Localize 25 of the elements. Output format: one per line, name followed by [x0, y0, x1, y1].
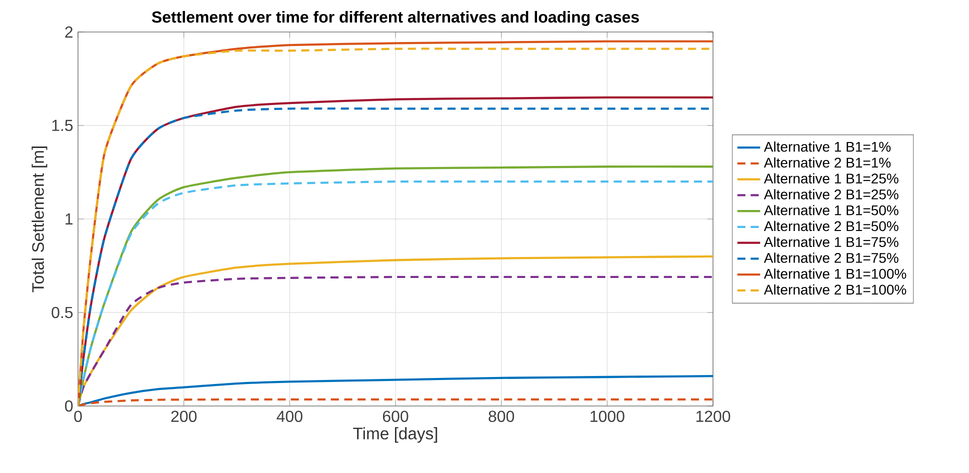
- y-tick-label: 1: [66, 213, 73, 224]
- legend-label: Alternative 1 B1=75%: [764, 236, 898, 248]
- chart-title: Settlement over time for different alternatives and loading cases: [152, 10, 639, 26]
- y-tick-label: 2: [65, 26, 72, 38]
- legend-label: Alternative 1 B1=1%: [764, 141, 891, 152]
- x-tick-label: 1000: [590, 410, 624, 422]
- x-tick-label: 1200: [696, 410, 730, 422]
- y-axis-title: Total Settlement [m]: [32, 146, 48, 292]
- legend-label: Alternative 2 B1=50%: [764, 220, 898, 232]
- legend-label: Alternative 2 B1=1%: [764, 157, 891, 168]
- x-tick-label: 800: [488, 410, 514, 422]
- legend-label: Alternative 1 B1=50%: [764, 204, 898, 216]
- y-tick-label: 0: [65, 400, 73, 412]
- y-tick-label: 1.5: [52, 120, 73, 132]
- legend-label: Alternative 2 B1=25%: [764, 189, 898, 200]
- x-axis-title: Time [days]: [353, 427, 438, 443]
- y-tick-label: 0.5: [52, 306, 73, 318]
- legend-label: Alternative 2 B1=100%: [764, 284, 906, 295]
- x-tick-label: 400: [276, 410, 302, 422]
- x-tick-label: 200: [171, 410, 197, 422]
- legend-label: Alternative 1 B1=100%: [764, 268, 906, 279]
- x-tick-label: 600: [382, 410, 408, 422]
- legend-label: Alternative 1 B1=25%: [764, 173, 898, 184]
- x-tick-label: 0: [74, 410, 82, 422]
- legend-label: Alternative 2 B1=75%: [764, 252, 898, 263]
